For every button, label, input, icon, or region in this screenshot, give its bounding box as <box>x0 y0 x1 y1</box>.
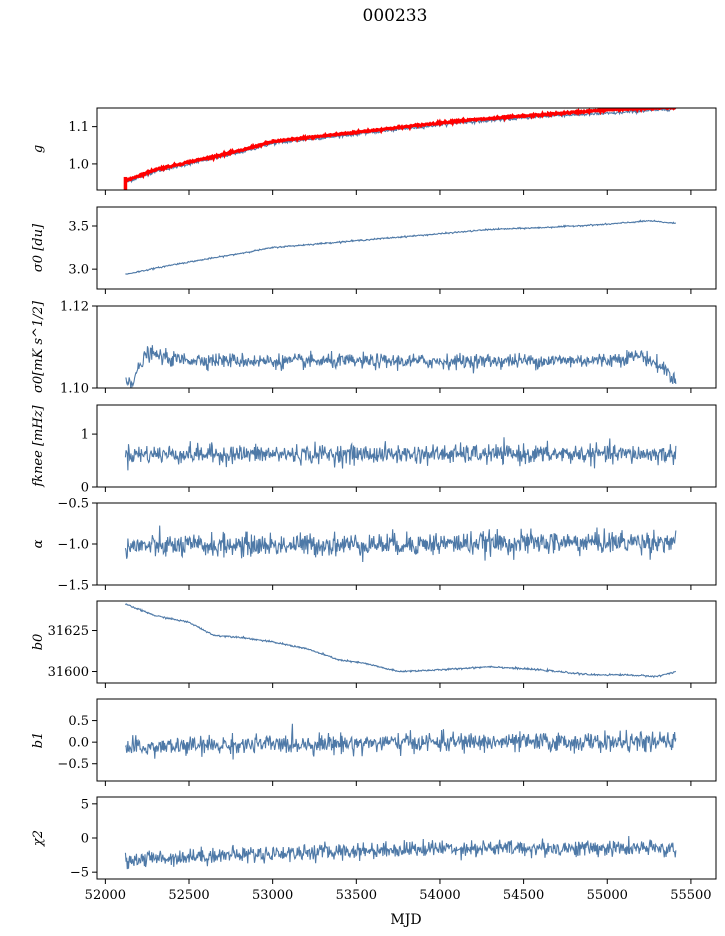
y-axis-label-chi2: χ2 <box>31 830 46 847</box>
series-line-b0 <box>124 603 676 679</box>
y-tick-label-chi2: 0 <box>81 832 89 847</box>
series-line-sigma0-mk <box>125 345 677 388</box>
panel-frame-sigma0-mk <box>96 305 717 389</box>
panel-frame-chi2 <box>96 796 717 880</box>
y-axis-label-alpha: α <box>31 539 46 548</box>
y-tick-label-sigma0-du: 3.0 <box>68 263 89 278</box>
y-tick-label-sigma0-du: 3.5 <box>68 219 89 234</box>
y-tick-label-b1: 0.0 <box>68 736 89 751</box>
y-axis-label-g: g <box>31 145 46 153</box>
y-axis-label-b1: b1 <box>31 732 46 749</box>
panel-chi2: −5 0 5 χ2 <box>31 796 717 884</box>
y-tick-label-alpha: −1.5 <box>57 579 89 594</box>
series-line-b1 <box>124 723 677 760</box>
overlay-line-g <box>124 108 677 183</box>
y-tick-label-b0: 31625 <box>48 624 89 639</box>
x-axis-label: MJD <box>390 912 421 928</box>
y-tick-label-fknee: 1 <box>81 428 89 443</box>
y-tick-label-b1: 0.5 <box>68 714 89 729</box>
y-tick-label-g: 1.0 <box>68 157 89 172</box>
panel-sigma0-du: 3.0 3.5 σ0 [du] <box>31 206 717 294</box>
y-axis-label-sigma0-du: σ0 [du] <box>31 223 46 272</box>
y-tick-label-alpha: −1.0 <box>57 538 89 553</box>
panel-frame-sigma0-du <box>96 206 717 290</box>
y-axis-label-b0: b0 <box>31 634 46 651</box>
y-tick-label-g: 1.1 <box>68 120 89 135</box>
y-tick-label-alpha: −0.5 <box>57 497 89 512</box>
series-line-sigma0-du <box>125 219 677 275</box>
panel-b1: −0.5 0.0 0.5 b1 <box>31 698 717 786</box>
y-tick-label-sigma0-mk: 1.12 <box>60 300 89 315</box>
panel-frame-g <box>96 107 717 191</box>
x-tick-label: 55500 <box>670 888 711 903</box>
x-tick-label: 52500 <box>168 888 209 903</box>
panel-frame-fknee <box>96 404 717 488</box>
x-axis: 52000 52500 53000 53500 54000 54500 55000 55500 <box>85 888 712 903</box>
x-tick-label: 54000 <box>419 888 460 903</box>
y-tick-label-sigma0-mk: 1.10 <box>60 382 89 397</box>
panel-sigma0-mk: 1.10 1.12 σ0[mK s^1/2] <box>31 300 717 397</box>
panel-fknee: 0 1 fknee [mHz] <box>31 404 717 496</box>
series-line-g <box>124 108 676 184</box>
x-tick-label: 55000 <box>587 888 628 903</box>
panel-frame-b0 <box>96 600 717 684</box>
y-axis-label-sigma0-mk: σ0[mK s^1/2] <box>31 300 46 393</box>
chart-panels: 1.0 1.1 g 3.0 3.5 σ0 [du] 1.10 1.12 σ0[mK s^1/2]… <box>31 107 717 884</box>
x-tick-label: 54500 <box>503 888 544 903</box>
y-tick-label-b0: 31600 <box>48 665 89 680</box>
x-tick-label: 52000 <box>85 888 126 903</box>
y-tick-label-fknee: 0 <box>81 481 89 496</box>
y-tick-label-chi2: 5 <box>81 797 89 812</box>
x-tick-label: 53000 <box>252 888 293 903</box>
figure-title: 000233 <box>362 6 428 26</box>
panel-frame-b1 <box>96 698 717 782</box>
y-tick-label-chi2: −5 <box>70 866 89 881</box>
x-tick-label: 53500 <box>336 888 377 903</box>
panel-g: 1.0 1.1 g <box>31 107 717 195</box>
y-axis-label-fknee: fknee [mHz] <box>31 404 46 487</box>
y-tick-label-b1: −0.5 <box>57 757 89 772</box>
series-line-chi2 <box>124 836 677 870</box>
series-line-fknee <box>124 437 677 471</box>
panel-alpha: −1.5 −1.0 −0.5 α <box>31 497 717 594</box>
series-line-alpha <box>124 525 677 562</box>
